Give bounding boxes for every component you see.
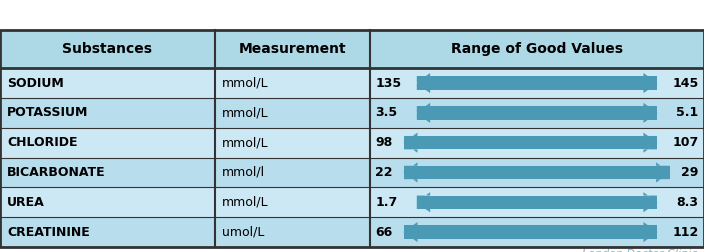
Text: mmol/L: mmol/L <box>222 106 268 119</box>
Text: 145: 145 <box>672 77 698 89</box>
Bar <box>0 217 704 247</box>
Text: 98: 98 <box>375 136 393 149</box>
Text: mmol/L: mmol/L <box>222 136 268 149</box>
FancyArrow shape <box>403 133 417 153</box>
Bar <box>404 225 657 239</box>
Text: 29: 29 <box>681 166 698 179</box>
Text: mmol/L: mmol/L <box>222 77 268 89</box>
FancyArrow shape <box>656 162 670 182</box>
Text: 66: 66 <box>375 226 393 239</box>
FancyArrow shape <box>643 73 658 93</box>
Bar <box>0 158 704 187</box>
Text: POTASSIUM: POTASSIUM <box>7 106 89 119</box>
Bar <box>0 187 704 217</box>
Text: umol/L: umol/L <box>222 226 264 239</box>
Bar <box>404 166 670 179</box>
FancyArrow shape <box>643 222 658 242</box>
Bar <box>417 76 657 90</box>
FancyArrow shape <box>416 192 430 212</box>
Text: CREATININE: CREATININE <box>7 226 90 239</box>
Bar <box>0 128 704 158</box>
Bar <box>404 136 657 149</box>
FancyArrow shape <box>416 73 430 93</box>
Text: mmol/l: mmol/l <box>222 166 265 179</box>
Text: 8.3: 8.3 <box>677 196 698 209</box>
Text: London Doctor Clinic: London Doctor Clinic <box>582 249 697 252</box>
Bar <box>0 30 704 68</box>
Text: 135: 135 <box>375 77 401 89</box>
Text: 5.1: 5.1 <box>676 106 698 119</box>
Text: 3.5: 3.5 <box>375 106 397 119</box>
Text: Measurement: Measurement <box>239 42 346 56</box>
Text: Substances: Substances <box>63 42 152 56</box>
Bar <box>0 98 704 128</box>
Text: UREA: UREA <box>7 196 45 209</box>
FancyArrow shape <box>643 192 658 212</box>
Text: 1.7: 1.7 <box>375 196 398 209</box>
FancyArrow shape <box>643 103 658 123</box>
FancyArrow shape <box>403 222 417 242</box>
Text: CHLORIDE: CHLORIDE <box>7 136 77 149</box>
Text: Range of Good Values: Range of Good Values <box>451 42 623 56</box>
Text: 112: 112 <box>672 226 698 239</box>
Bar <box>0 30 704 247</box>
FancyArrow shape <box>403 162 417 182</box>
FancyArrow shape <box>416 103 430 123</box>
Bar <box>0 68 704 98</box>
Text: 22: 22 <box>375 166 393 179</box>
Bar <box>417 196 657 209</box>
Text: mmol/L: mmol/L <box>222 196 268 209</box>
Text: BICARBONATE: BICARBONATE <box>7 166 106 179</box>
Text: 107: 107 <box>672 136 698 149</box>
FancyArrow shape <box>643 133 658 153</box>
Bar <box>417 106 657 119</box>
Text: SODIUM: SODIUM <box>7 77 64 89</box>
